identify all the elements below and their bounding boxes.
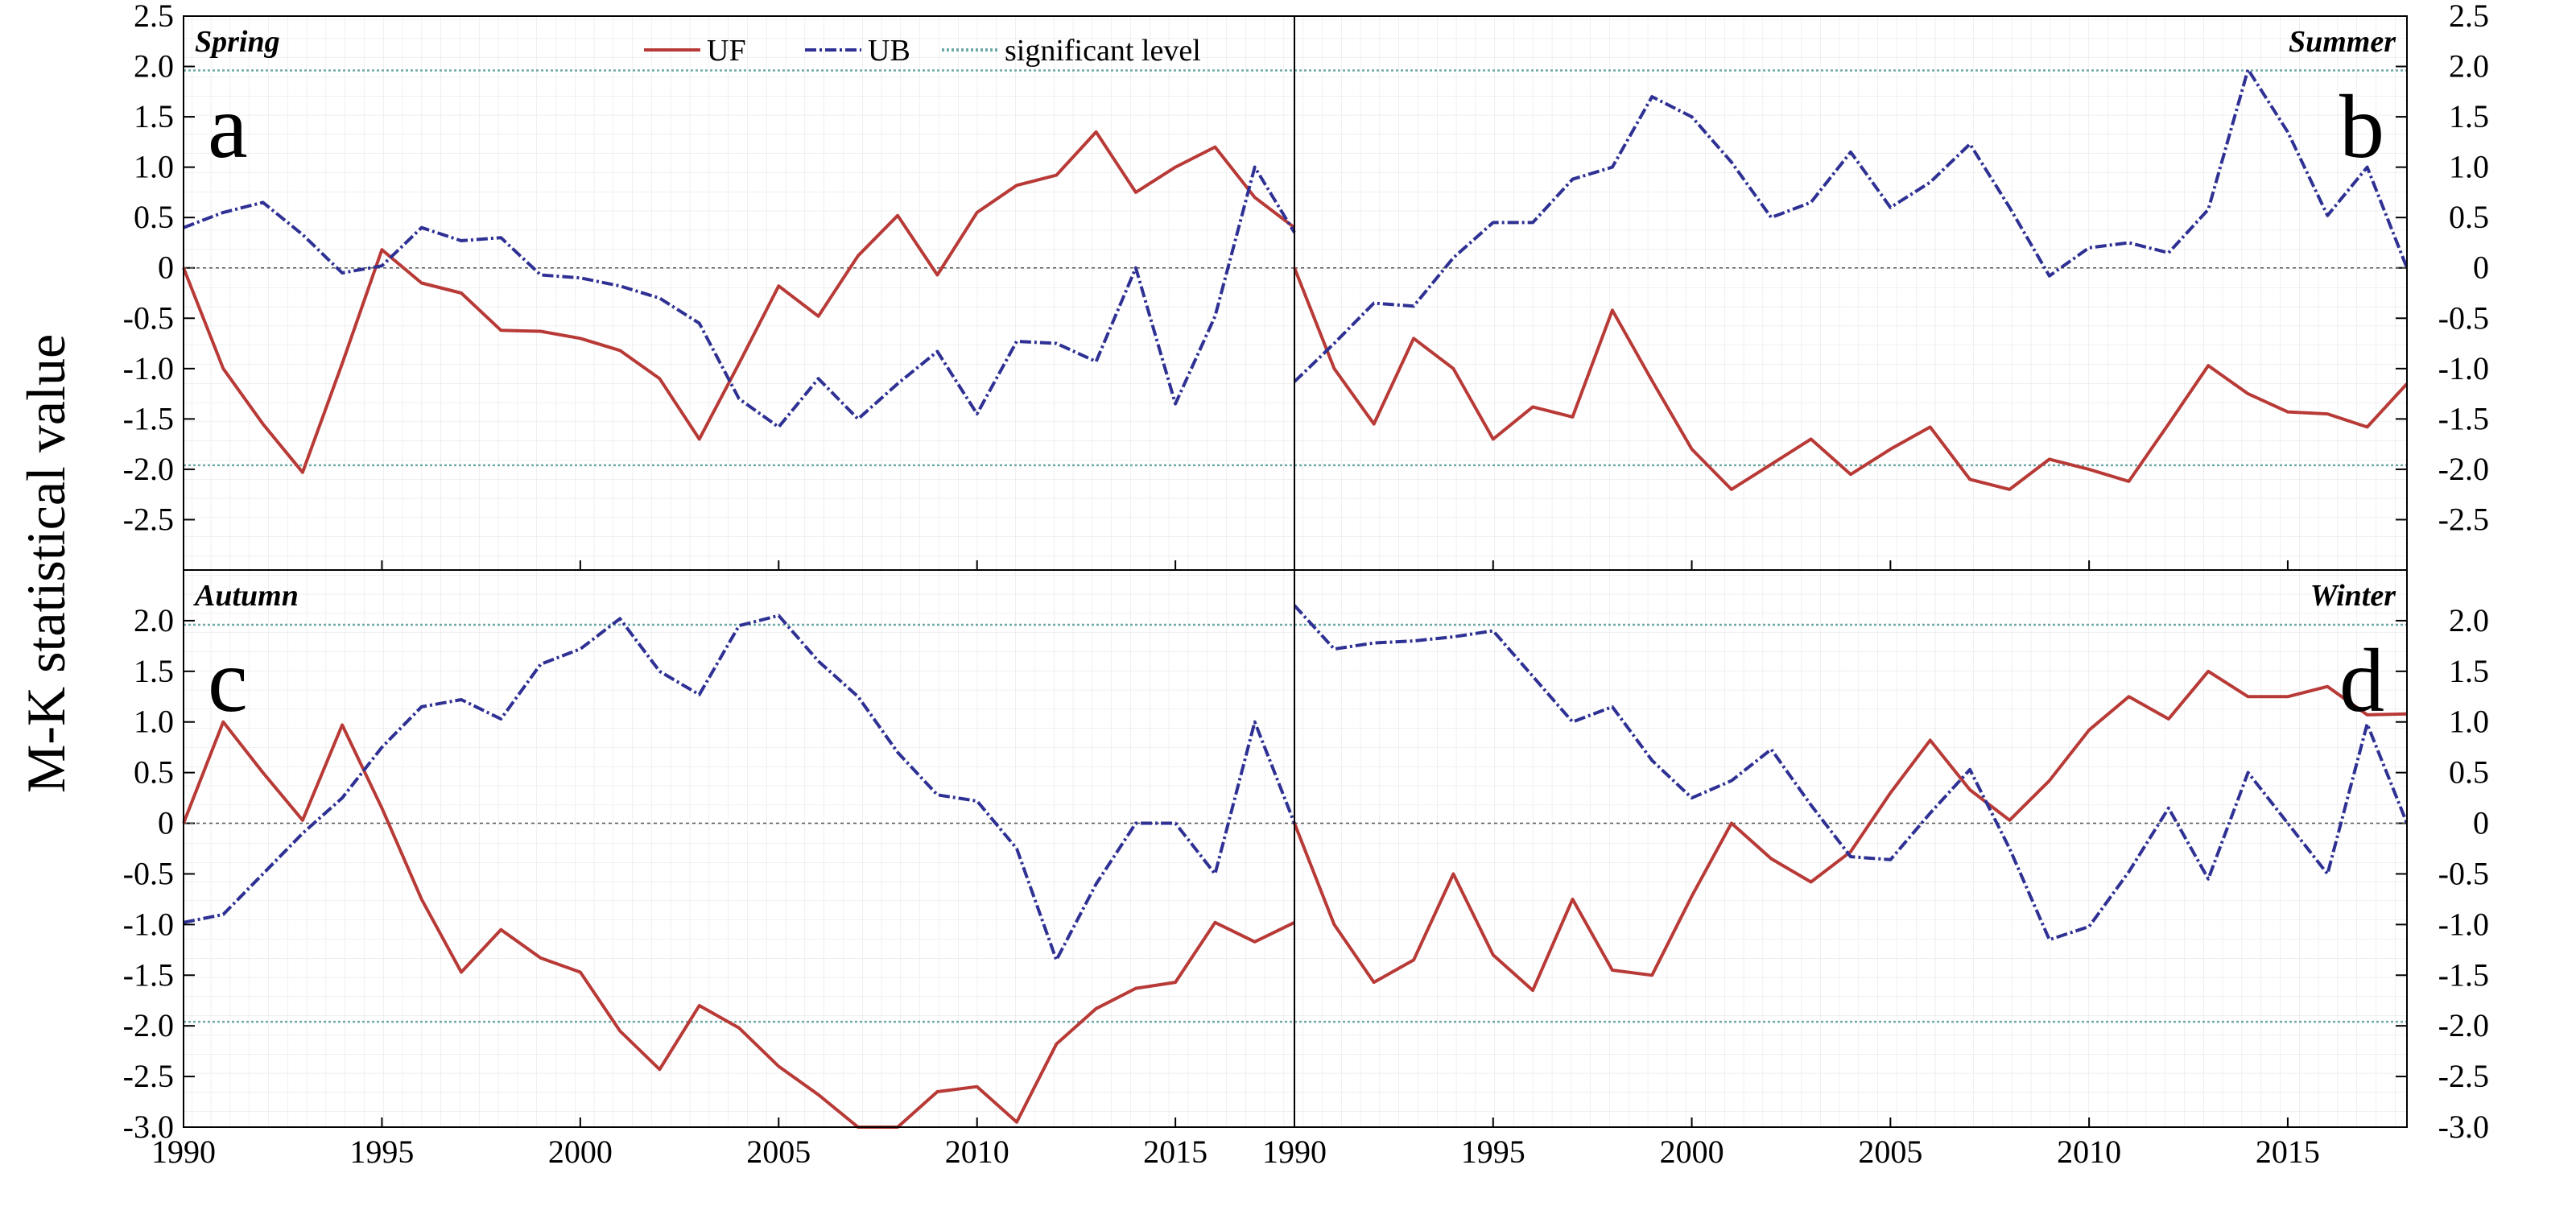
y-tick-label: 1.0 (2449, 704, 2489, 740)
panel-letter: b (2339, 77, 2384, 177)
y-tick-label: 1.0 (2449, 149, 2489, 185)
y-tick-label: 0 (158, 805, 174, 841)
panel-b: 2.5 2.0 1.5 1.0 0.5 0 -0.5 -1.0 -1.5 -2.0 -2.5 Summ… (1293, 0, 2489, 571)
x-tick-label: 1990 (1262, 1134, 1327, 1170)
y-tick-label: 0.5 (2449, 199, 2489, 235)
y-tick-label: -1.0 (123, 350, 174, 386)
y-tick-label: -2.5 (123, 1058, 174, 1094)
x-tick-label: 2005 (746, 1134, 811, 1170)
y-tick-label: 0.5 (134, 754, 174, 791)
y-tick-label: -1.0 (2438, 906, 2489, 942)
legend: UF UB significant level (644, 34, 1201, 68)
x-tick-label: 2010 (945, 1134, 1009, 1170)
series-uf-line (1293, 669, 2408, 993)
y-tick-label: 0.5 (2449, 754, 2489, 791)
y-tick-label: 2.0 (134, 48, 174, 85)
series-ub-line (183, 165, 1296, 429)
y-tick-label: 1.0 (134, 149, 174, 185)
y-tick-label: -3.0 (2438, 1109, 2489, 1145)
y-tick-label: -2.0 (2438, 451, 2489, 487)
y-axis-label: M-K statistical value (15, 334, 76, 793)
panel-letter: a (208, 77, 248, 177)
y-tick-label: 0.5 (134, 199, 174, 235)
panel-letter: c (208, 631, 248, 731)
y-tick-label: 1.5 (134, 653, 174, 689)
legend-label: UF (707, 34, 746, 68)
x-tick-label: 2010 (2057, 1134, 2121, 1170)
y-tick-label: -2.0 (123, 1007, 174, 1043)
series-ub-line (183, 613, 1296, 962)
panel-letter: d (2339, 631, 2384, 731)
x-tick-label: 1995 (1461, 1134, 1525, 1170)
y-tick-label: -1.5 (123, 400, 174, 436)
panel-title: Winter (2310, 579, 2396, 613)
panel-grid (184, 570, 1294, 1127)
x-tick-label: 2015 (2256, 1134, 2320, 1170)
panel-border (1294, 569, 2408, 1128)
x-tick-label: 2000 (1660, 1134, 1724, 1170)
y-tick-label: -1.0 (2438, 350, 2489, 386)
y-tick-label: 2.5 (2449, 0, 2489, 34)
panel-grid (1294, 570, 2407, 1127)
legend-label: UB (868, 34, 910, 68)
y-tick-label: -1.5 (2438, 400, 2489, 436)
legend-label: significant level (1005, 34, 1201, 68)
y-tick-label: -1.5 (123, 956, 174, 993)
x-tick-label: 1995 (349, 1134, 414, 1170)
series-ub-line (1293, 604, 2409, 942)
y-tick-label: -2.5 (2438, 501, 2489, 537)
y-tick-label: 1.5 (134, 98, 174, 134)
series-uf-line (1293, 266, 2409, 491)
y-tick-label: -0.5 (2438, 855, 2489, 891)
y-tick-label: 1.0 (134, 704, 174, 740)
y-tick-label: -1.0 (123, 906, 174, 942)
series-uf-line (182, 720, 1295, 1129)
y-tick-label: 1.5 (2449, 653, 2489, 689)
panel-grid (184, 16, 1294, 570)
y-tick-label: 0 (2473, 250, 2489, 286)
series-uf-line (182, 130, 1296, 474)
x-tick-label: 1990 (151, 1134, 216, 1170)
y-tick-label: -0.5 (2438, 299, 2489, 336)
y-tick-label: 0 (2473, 805, 2489, 841)
y-tick-label: -3.0 (123, 1109, 174, 1145)
y-tick-label: 2.5 (134, 0, 174, 34)
x-tick-label: 2000 (548, 1134, 613, 1170)
panel-a: 2.5 2.0 1.5 1.0 0.5 0 -0.5 -1.0 -1.5 -2.0 -2.5 Spri… (123, 0, 1296, 571)
panel-title: Autumn (193, 579, 299, 613)
panel-c: 2.01.51.00.50-0.5-1.0-1.5-2.0-2.5-3.0199… (123, 569, 1296, 1170)
y-tick-label: 1.5 (2449, 98, 2489, 134)
y-tick-label: -2.0 (123, 451, 174, 487)
y-tick-label: 2.0 (2449, 602, 2489, 638)
y-tick-label: -2.5 (2438, 1058, 2489, 1094)
panel-title: Spring (195, 25, 280, 59)
series-ub-line (1293, 68, 2409, 383)
y-tick-label: -0.5 (123, 299, 174, 336)
y-tick-label: -1.5 (2438, 956, 2489, 993)
y-tick-label: -2.0 (2438, 1007, 2489, 1043)
y-tick-label: 0 (158, 250, 174, 286)
y-tick-label: 2.0 (134, 602, 174, 638)
y-tick-label: 2.0 (2449, 48, 2489, 85)
x-tick-label: 2005 (1858, 1134, 1922, 1170)
panel-d: 2.0 1.5 1.0 0.5 0 -0.5 -1.0 -1.5 -2.0 -2.5 -3.0 199… (1262, 569, 2489, 1170)
panel-title: Summer (2289, 25, 2396, 59)
y-tick-label: -2.5 (123, 501, 174, 537)
x-tick-label: 2015 (1143, 1134, 1208, 1170)
panel-grid (1294, 16, 2407, 570)
y-tick-label: -0.5 (123, 855, 174, 891)
